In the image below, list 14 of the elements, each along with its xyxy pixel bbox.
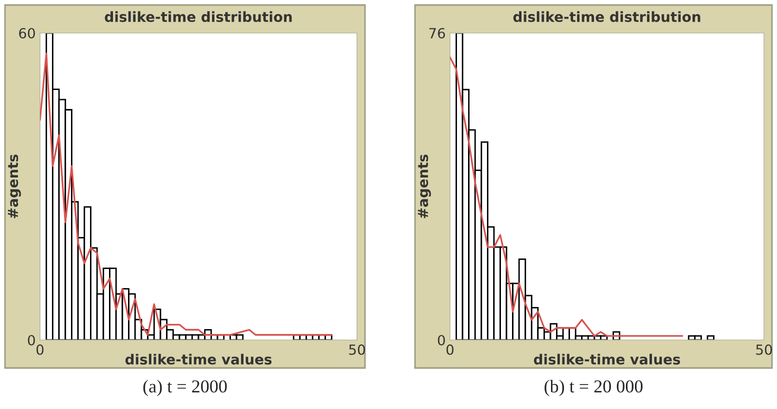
x-tick-label: 0 bbox=[36, 344, 44, 355]
y-axis-title: #agents bbox=[8, 154, 21, 218]
x-tick-label: 50 bbox=[349, 344, 365, 355]
x-axis-title: dislike-time values bbox=[534, 354, 680, 365]
y-tick-label: 76 bbox=[429, 28, 445, 38]
chart-title: dislike-time distribution bbox=[513, 11, 700, 22]
x-tick-label: 50 bbox=[756, 344, 772, 355]
x-axis-title: dislike-time values bbox=[125, 354, 272, 365]
text: (a) t = 2000 bbox=[143, 380, 227, 396]
x-tick-label: 0 bbox=[446, 344, 454, 355]
text: (b) t = 20 000 bbox=[544, 380, 643, 396]
chart-title: dislike-time distribution bbox=[104, 11, 292, 22]
y-tick-label: 60 bbox=[19, 28, 35, 38]
y-axis-title: #agents bbox=[418, 154, 431, 218]
